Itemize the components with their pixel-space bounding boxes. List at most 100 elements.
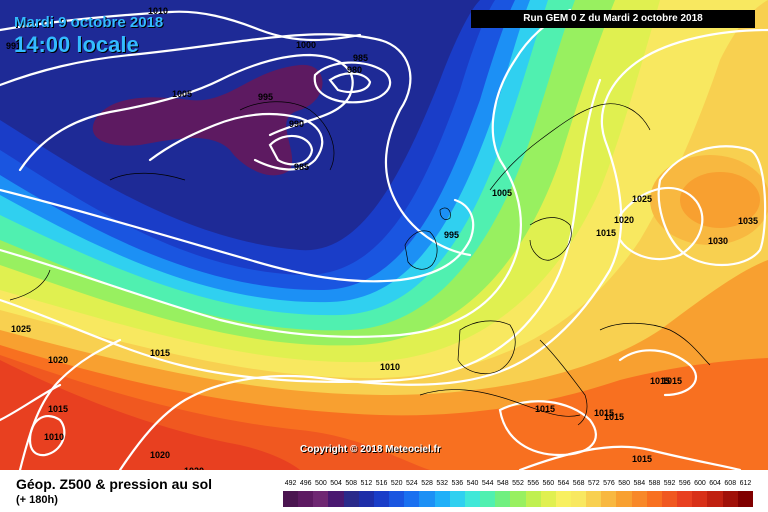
- scale-cell: [570, 491, 587, 507]
- isobar-label: 1035: [738, 216, 758, 226]
- isobar-label: 1010: [148, 6, 168, 16]
- scale-cell: [464, 491, 481, 507]
- isobar-label: 985: [294, 162, 309, 172]
- scale-cell: [540, 491, 556, 507]
- scale-tick-label: 496: [299, 480, 312, 487]
- scale-cell: [661, 491, 678, 507]
- scale-tick-label: 552: [512, 480, 524, 487]
- scale-tick-label: 532: [436, 480, 449, 487]
- weather-map: 1010 1000 985 980 1005 995 990 985 991 9…: [0, 0, 768, 470]
- scale-tick-label: 572: [587, 480, 600, 487]
- scale-tick-label: 580: [618, 480, 630, 487]
- legend-panel: Géop. Z500 & pression au sol (+ 180h) 49…: [0, 470, 768, 512]
- scale-tick-label: 556: [527, 480, 539, 487]
- scale-tick-label: 596: [678, 480, 691, 487]
- scale-tick-label: 612: [739, 480, 752, 487]
- scale-cell: [419, 491, 435, 507]
- isobar-label: 1025: [11, 324, 31, 334]
- isobar-label: 1015: [662, 376, 682, 386]
- scale-tick-label: 588: [648, 480, 661, 487]
- scale-cell: [343, 491, 359, 507]
- scale-tick-label: 604: [709, 480, 721, 487]
- scale-tick-label: 516: [375, 480, 388, 487]
- isobar-label: 1020: [48, 355, 68, 365]
- isobar-label: 991: [6, 41, 21, 51]
- scale-tick-label: 600: [694, 480, 706, 487]
- scale-cell: [586, 491, 602, 507]
- isobar-label: 1000: [296, 40, 316, 50]
- isobar-label: 980: [347, 65, 362, 75]
- isobar-label: 1015: [535, 404, 555, 414]
- scale-tick-label: 512: [360, 480, 373, 487]
- scale-cell: [495, 491, 511, 507]
- z500-trough-core: [92, 64, 323, 176]
- scale-cell: [722, 491, 738, 507]
- forecast-time: 14:00 locale: [14, 32, 139, 57]
- scale-cell: [555, 491, 571, 507]
- isobar-label: 1020: [614, 215, 634, 225]
- forecast-date: Mardi 9 octobre 2018: [14, 14, 164, 31]
- isobar-label: 995: [444, 230, 459, 240]
- scale-cell: [449, 491, 465, 507]
- isobars: [0, 8, 768, 470]
- scale-tick-label: 544: [481, 480, 494, 487]
- z500-ridge: [680, 172, 760, 228]
- scale-cell: [692, 491, 708, 507]
- scale-tick-label: 576: [603, 480, 615, 487]
- isobar-label: 1010: [380, 362, 400, 372]
- scale-tick-label: 500: [315, 480, 327, 487]
- scale-tick-label: 508: [345, 480, 358, 487]
- isobar-label: 1005: [172, 89, 192, 99]
- isobar-label: 1015: [650, 376, 670, 386]
- isobar-labels: 1010 1000 985 980 1005 995 990 985 991 9…: [6, 6, 758, 470]
- copyright-text: Copyright © 2018 Meteociel.fr: [300, 444, 441, 455]
- scale-cell: [616, 491, 632, 507]
- isobar-label: 1015: [48, 404, 68, 414]
- scale-cell: [283, 491, 299, 507]
- legend-title: Géop. Z500 & pression au sol: [16, 476, 213, 492]
- isobar-label: 1030: [708, 236, 728, 246]
- scale-cell: [328, 491, 344, 507]
- scale-cell: [480, 491, 496, 507]
- isobar-label: 990: [289, 119, 304, 129]
- isobar-label: 985: [353, 53, 368, 63]
- scale-cell: [298, 491, 314, 507]
- scale-tick-label: 608: [724, 480, 737, 487]
- isobar-label: 995: [258, 92, 273, 102]
- isobar-label: 1015: [150, 348, 170, 358]
- scale-cell: [601, 491, 617, 507]
- isobar-label: 1010: [44, 432, 64, 442]
- isobar-label: 1015: [604, 412, 624, 422]
- scale-tick-label: 504: [330, 480, 342, 487]
- scale-cell: [373, 491, 390, 507]
- scale-cell: [631, 491, 647, 507]
- scale-ticks: 492 496 500 504 508 512 516 520 524 528 532 536 540 5…: [283, 480, 753, 490]
- scale-bar: [283, 491, 753, 507]
- scale-cell: [646, 491, 662, 507]
- scale-tick-label: 536: [451, 480, 464, 487]
- color-scale: 492 496 500 504 508 512 516 520 524 528 532 536 540 5…: [283, 480, 753, 508]
- isobar-label: 1015: [632, 454, 652, 464]
- scale-tick-label: 564: [557, 480, 570, 487]
- scale-tick-label: 524: [406, 480, 418, 487]
- isobar-label: 1020: [150, 450, 170, 460]
- scale-tick-label: 568: [572, 480, 585, 487]
- z500-band: [0, 360, 300, 470]
- scale-tick-label: 548: [496, 480, 509, 487]
- scale-cell: [525, 491, 541, 507]
- z500-band: [0, 0, 768, 470]
- scale-tick-label: 528: [421, 480, 433, 487]
- isobar-label: 1015: [596, 228, 616, 238]
- legend-subtitle: (+ 180h): [16, 494, 58, 506]
- scale-cell: [707, 491, 723, 507]
- scale-cell: [358, 491, 374, 507]
- scale-cell: [434, 491, 450, 507]
- scale-tick-label: 592: [663, 480, 676, 487]
- scale-tick-label: 492: [284, 480, 297, 487]
- coastlines: [9, 101, 711, 426]
- scale-tick-label: 584: [633, 480, 646, 487]
- scale-tick-label: 520: [390, 480, 403, 487]
- scale-cell: [737, 491, 753, 507]
- scale-tick-label: 540: [466, 480, 479, 487]
- model-run-label: Run GEM 0 Z du Mardi 2 octobre 2018: [471, 10, 755, 28]
